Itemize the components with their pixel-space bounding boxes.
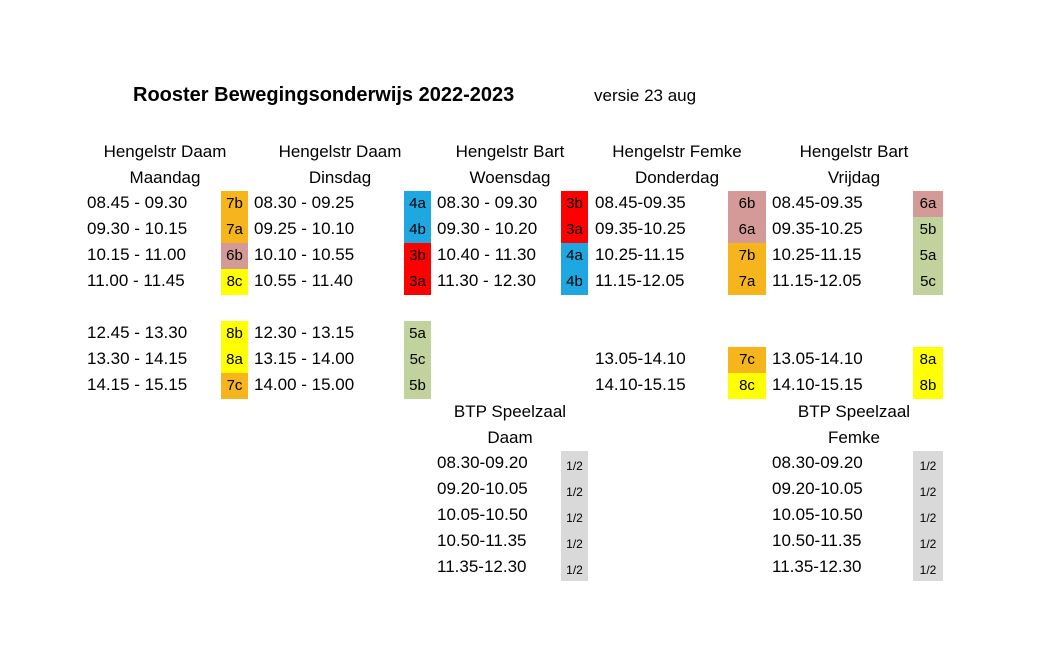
btp-class-badge: 1/2 <box>913 503 943 529</box>
class-badge: 7b <box>221 191 248 217</box>
slot-time: 13.15 - 14.00 <box>254 349 355 368</box>
class-badge: 6a <box>913 191 943 217</box>
class-badge: 8a <box>221 347 248 373</box>
column-location: Hengelstr Bart <box>799 142 909 161</box>
slot-time: 08.45 - 09.30 <box>87 193 188 212</box>
class-badge: 7c <box>221 373 248 399</box>
slot-time: 14.10-15.15 <box>595 375 686 394</box>
btp-slot-time: 08.30-09.20 <box>437 453 528 472</box>
column-day: Woensdag <box>469 168 551 187</box>
class-badge: 5b <box>404 373 431 399</box>
column-day: Dinsdag <box>308 168 372 187</box>
class-badge: 5a <box>913 243 943 269</box>
class-badge: 8c <box>221 269 248 295</box>
slot-time: 10.55 - 11.40 <box>254 271 353 290</box>
column-day: Maandag <box>129 168 201 187</box>
slot-time: 11.00 - 11.45 <box>87 271 185 290</box>
slot-time: 11.15-12.05 <box>772 271 862 290</box>
slot-time: 08.45-09.35 <box>772 193 863 212</box>
slot-time: 09.30 - 10.20 <box>437 219 538 238</box>
class-badge: 5c <box>404 347 431 373</box>
btp-slot-time: 11.35-12.30 <box>772 557 862 576</box>
btp-slot-time: 09.20-10.05 <box>437 479 528 498</box>
btp-title: BTP Speelzaal <box>453 402 567 421</box>
class-badge: 5a <box>404 321 431 347</box>
class-badge: 3b <box>561 191 588 217</box>
btp-slot-time: 09.20-10.05 <box>772 479 863 498</box>
column-location: Hengelstr Bart <box>455 142 565 161</box>
btp-teacher: Daam <box>487 428 533 447</box>
btp-class-badge: 1/2 <box>913 451 943 477</box>
btp-slot-time: 10.50-11.35 <box>437 531 527 550</box>
class-badge: 8b <box>221 321 248 347</box>
btp-class-badge: 1/2 <box>561 451 588 477</box>
column-location: Hengelstr Daam <box>278 142 402 161</box>
slot-time: 10.10 - 10.55 <box>254 245 355 264</box>
btp-class-badge: 1/2 <box>561 529 588 555</box>
class-badge: 6a <box>728 217 766 243</box>
class-badge: 7b <box>728 243 766 269</box>
slot-time: 14.10-15.15 <box>772 375 863 394</box>
class-badge: 7c <box>728 347 766 373</box>
btp-slot-time: 10.50-11.35 <box>772 531 862 550</box>
class-badge: 4a <box>404 191 431 217</box>
class-badge: 4a <box>561 243 588 269</box>
class-badge: 3a <box>404 269 431 295</box>
slot-time: 14.00 - 15.00 <box>254 375 355 394</box>
btp-teacher: Femke <box>828 428 880 447</box>
slot-time: 09.30 - 10.15 <box>87 219 188 238</box>
column-location: Hengelstr Daam <box>103 142 227 161</box>
slot-time: 11.15-12.05 <box>595 271 685 290</box>
slot-time: 09.35-10.25 <box>595 219 686 238</box>
btp-class-badge: 1/2 <box>561 555 588 581</box>
btp-slot-time: 10.05-10.50 <box>772 505 863 524</box>
slot-time: 08.30 - 09.25 <box>254 193 355 212</box>
btp-slot-time: 10.05-10.50 <box>437 505 528 524</box>
slot-time: 11.30 - 12.30 <box>437 271 536 290</box>
class-badge: 8a <box>913 347 943 373</box>
column-location: Hengelstr Femke <box>612 142 742 161</box>
slot-time: 14.15 - 15.15 <box>87 375 188 394</box>
page-title: Rooster Bewegingsonderwijs 2022-2023 <box>133 84 515 106</box>
slot-time: 12.45 - 13.30 <box>87 323 188 342</box>
slot-time: 10.15 - 11.00 <box>87 245 186 264</box>
slot-time: 13.05-14.10 <box>595 349 686 368</box>
btp-class-badge: 1/2 <box>561 477 588 503</box>
slot-time: 08.30 - 09.30 <box>437 193 538 212</box>
class-badge: 7a <box>728 269 766 295</box>
slot-time: 09.25 - 10.10 <box>254 219 355 238</box>
class-badge: 5c <box>913 269 943 295</box>
class-badge: 4b <box>561 269 588 295</box>
slot-time: 09.35-10.25 <box>772 219 863 238</box>
btp-title: BTP Speelzaal <box>797 402 911 421</box>
class-badge: 6b <box>728 191 766 217</box>
slot-time: 10.40 - 11.30 <box>437 245 536 264</box>
btp-slot-time: 08.30-09.20 <box>772 453 863 472</box>
btp-class-badge: 1/2 <box>913 477 943 503</box>
slot-time: 10.25-11.15 <box>595 245 685 264</box>
btp-class-badge: 1/2 <box>561 503 588 529</box>
class-badge: 8c <box>728 373 766 399</box>
btp-class-badge: 1/2 <box>913 529 943 555</box>
version-label: versie 23 aug <box>594 86 697 105</box>
slot-time: 10.25-11.15 <box>772 245 862 264</box>
slot-time: 08.45-09.35 <box>595 193 686 212</box>
btp-class-badge: 1/2 <box>913 555 943 581</box>
slot-time: 13.30 - 14.15 <box>87 349 188 368</box>
class-badge: 6b <box>221 243 248 269</box>
slot-time: 13.05-14.10 <box>772 349 863 368</box>
column-day: Donderdag <box>634 168 720 187</box>
class-badge: 3a <box>561 217 588 243</box>
column-day: Vrijdag <box>827 168 881 187</box>
class-badge: 3b <box>404 243 431 269</box>
class-badge: 7a <box>221 217 248 243</box>
btp-slot-time: 11.35-12.30 <box>437 557 527 576</box>
class-badge: 8b <box>913 373 943 399</box>
class-badge: 5b <box>913 217 943 243</box>
class-badge: 4b <box>404 217 431 243</box>
slot-time: 12.30 - 13.15 <box>254 323 355 342</box>
